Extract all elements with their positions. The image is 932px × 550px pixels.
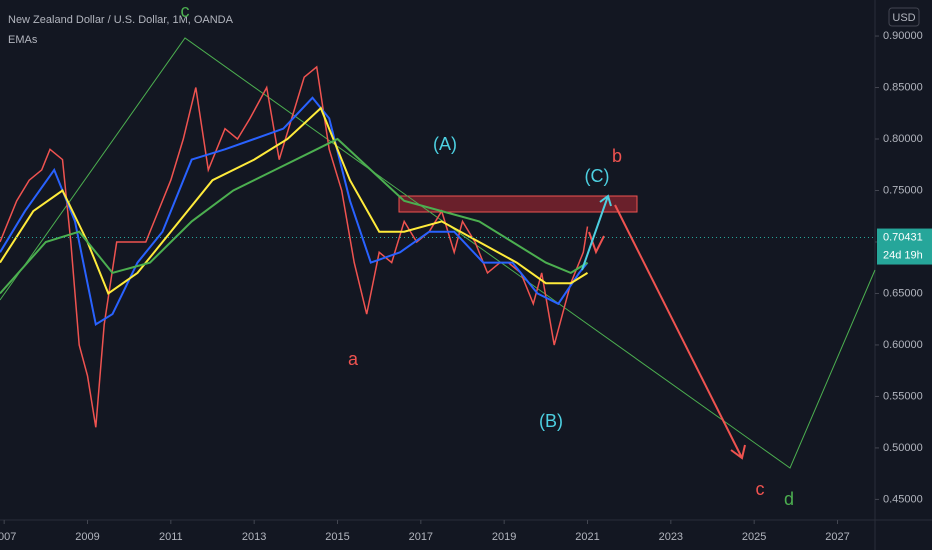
y-tick-label: 0.85000 [883, 81, 923, 93]
x-tick-label: 2007 [0, 531, 16, 543]
countdown: 24d 19h [883, 249, 923, 261]
y-tick-label: 0.80000 [883, 133, 923, 145]
chart-title: New Zealand Dollar / U.S. Dollar, 1M, OA… [8, 14, 234, 26]
series-line [0, 106, 589, 296]
down-arrow-head [730, 444, 746, 460]
wave-label: d [784, 489, 794, 509]
y-tick-label: 0.50000 [883, 442, 923, 454]
up-arrow-head [599, 194, 612, 207]
wave-label: (C) [585, 166, 610, 186]
last-price-box [877, 228, 932, 265]
y-tick-label: 0.55000 [883, 390, 923, 402]
y-tick-label: 0.65000 [883, 287, 923, 299]
last-price-label: 0.70431 [883, 231, 923, 243]
y-tick-label: 0.45000 [883, 493, 923, 505]
wave-label: (B) [539, 411, 563, 431]
wave-label: b [612, 146, 622, 166]
x-tick-label: 2027 [825, 531, 849, 543]
x-tick-label: 2009 [75, 531, 99, 543]
x-tick-label: 2011 [159, 531, 183, 543]
x-tick-label: 2013 [242, 531, 266, 543]
wave-label: (A) [433, 134, 457, 154]
plot [0, 65, 589, 428]
x-tick-label: 2021 [575, 531, 599, 543]
up-arrow [581, 195, 609, 271]
x-tick-label: 2019 [492, 531, 516, 543]
down-arrow [614, 204, 743, 459]
series-line [0, 137, 589, 295]
x-tick-label: 2015 [325, 531, 349, 543]
x-tick-label: 2023 [659, 531, 683, 543]
x-tick-label: 2017 [409, 531, 433, 543]
indicator-label: EMAs [8, 34, 38, 46]
y-tick-label: 0.75000 [883, 184, 923, 196]
small-arrow [588, 231, 605, 255]
wave-label: a [348, 349, 359, 369]
wave-label: c [181, 1, 190, 21]
currency-box [888, 7, 920, 27]
wave-line [0, 37, 876, 469]
y-tick-label: 0.60000 [883, 339, 923, 351]
y-tick-label: 0.90000 [883, 30, 923, 42]
wave-label: c [756, 479, 765, 499]
currency: USD [892, 12, 915, 24]
resistance-zone [398, 195, 638, 213]
x-tick-label: 2025 [742, 531, 766, 543]
series-line [0, 96, 589, 327]
